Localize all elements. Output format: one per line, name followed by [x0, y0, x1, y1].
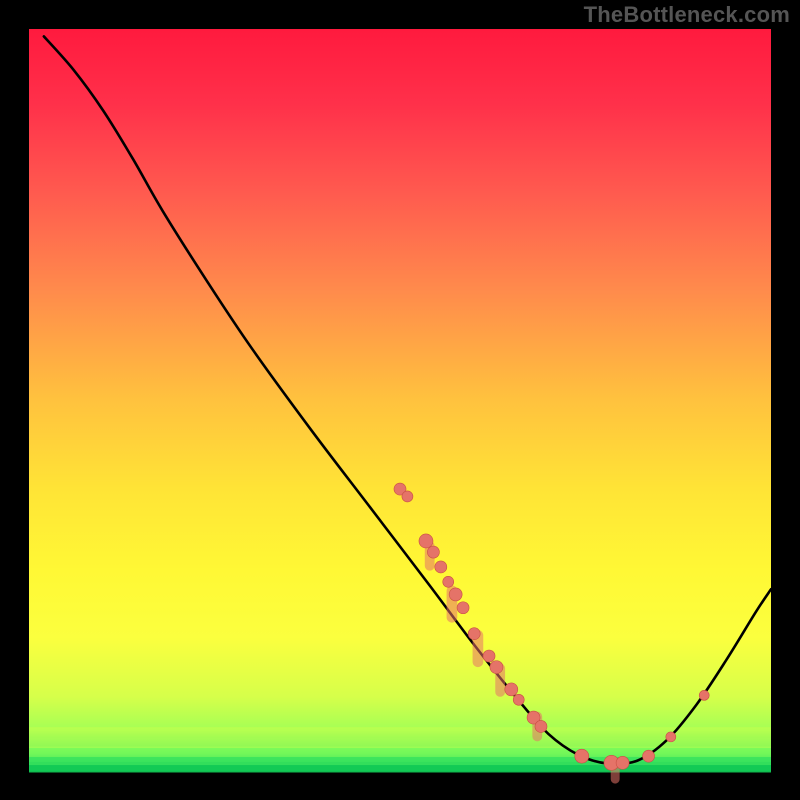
data-marker — [616, 756, 629, 769]
data-marker — [643, 750, 655, 762]
data-marker — [575, 749, 589, 763]
data-marker — [443, 576, 454, 587]
data-marker — [457, 602, 469, 614]
data-marker — [402, 491, 413, 502]
data-marker — [505, 683, 518, 696]
data-marker — [490, 661, 503, 674]
plot-background — [29, 29, 771, 771]
data-marker — [699, 690, 709, 700]
bottleneck-chart — [0, 0, 800, 800]
data-marker — [419, 534, 433, 548]
data-marker — [427, 546, 439, 558]
data-marker — [535, 720, 547, 732]
glow-band — [29, 727, 771, 772]
data-marker — [449, 588, 462, 601]
data-marker — [483, 650, 495, 662]
data-marker — [468, 628, 480, 640]
data-marker — [513, 694, 524, 705]
watermark-text: TheBottleneck.com — [584, 2, 790, 28]
data-marker — [435, 561, 447, 573]
data-marker — [666, 732, 676, 742]
